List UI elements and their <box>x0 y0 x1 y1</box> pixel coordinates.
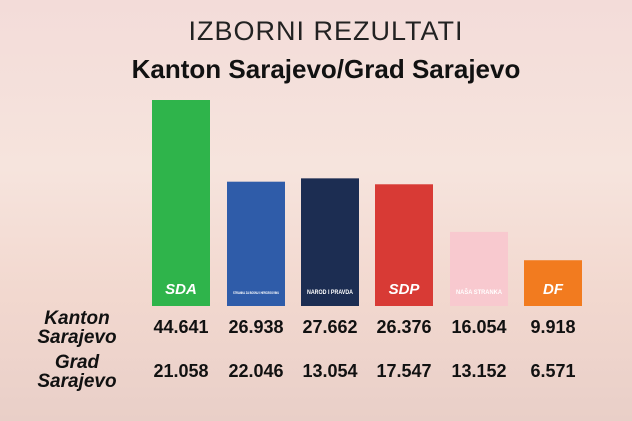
bar <box>450 231 508 306</box>
bar <box>227 181 285 306</box>
value-label: 6.571 <box>530 361 575 381</box>
value-label: 26.938 <box>228 317 283 337</box>
chart-title: IZBORNI REZULTATI <box>188 16 463 46</box>
value-label: 22.046 <box>228 361 283 381</box>
bar-logo-label: STRANKA ZA BOSNU I HERCEGOVINU <box>233 291 280 295</box>
bar <box>524 260 582 306</box>
value-label: 17.547 <box>376 361 431 381</box>
value-label: 21.058 <box>153 361 208 381</box>
value-label: 44.641 <box>153 317 208 337</box>
value-label: 13.054 <box>302 361 357 381</box>
row-label: Kanton Sarajevo <box>37 308 117 348</box>
bar-logo-label: NAROD I PRAVDA <box>307 290 354 296</box>
bar <box>375 184 433 306</box>
bar <box>301 178 359 306</box>
bar-logo-label: SDP <box>389 281 421 298</box>
value-label: 27.662 <box>302 317 357 337</box>
bar-logo-label: DF <box>543 281 564 298</box>
value-label: 16.054 <box>451 317 506 337</box>
bar <box>152 100 210 306</box>
bar-logo-label: SDA <box>165 281 197 298</box>
value-label: 26.376 <box>376 317 431 337</box>
bar-logo-label: NAŠA STRANKA <box>456 288 503 296</box>
row-label: Grad Sarajevo <box>37 352 117 392</box>
value-label: 9.918 <box>530 317 575 337</box>
value-label: 13.152 <box>451 361 506 381</box>
chart-subtitle: Kanton Sarajevo/Grad Sarajevo <box>132 54 521 84</box>
